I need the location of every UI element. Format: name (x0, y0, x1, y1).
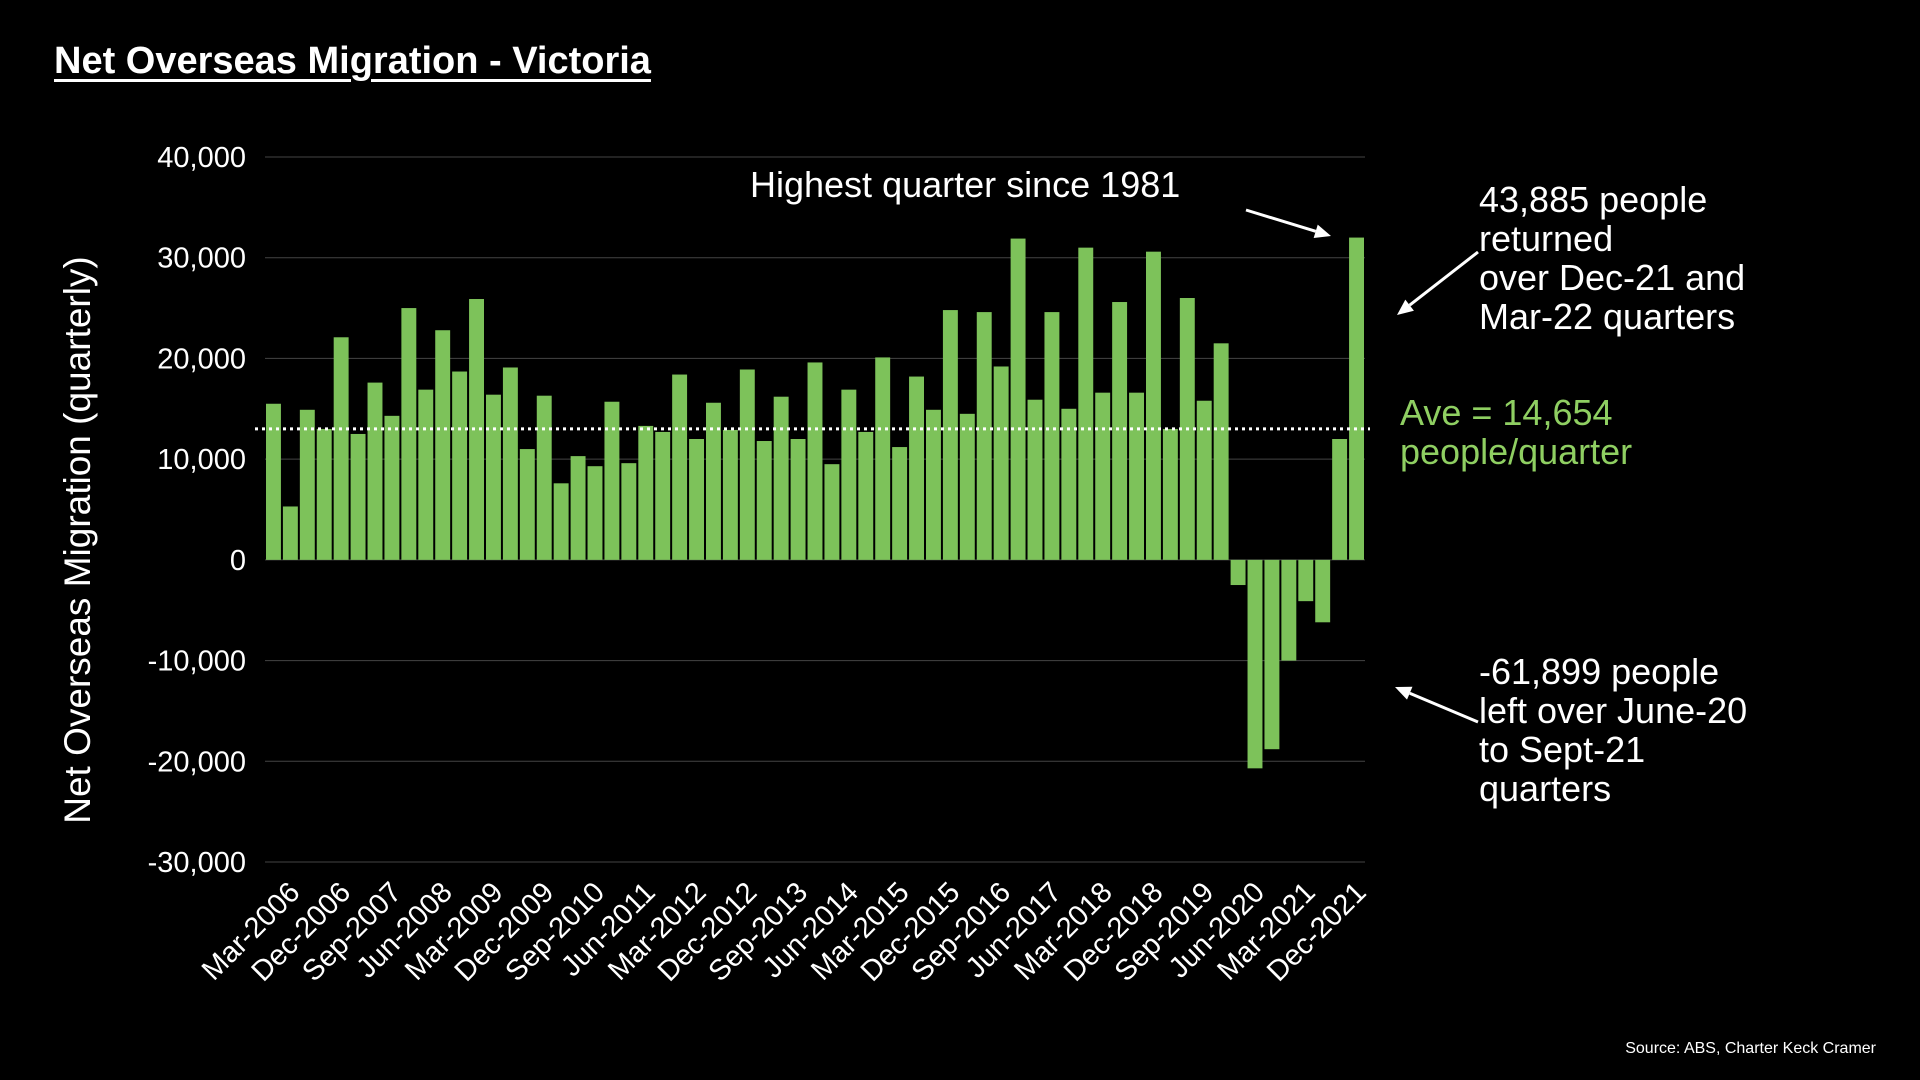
bar (1349, 237, 1364, 560)
bar (350, 433, 366, 560)
bar (333, 337, 349, 560)
bar (722, 429, 738, 560)
bar (807, 362, 823, 560)
y-tick-label: -10,000 (148, 646, 246, 678)
bar (858, 431, 874, 560)
bar (367, 382, 383, 560)
bars (266, 237, 1364, 769)
bar (299, 409, 315, 560)
y-tick-label: -30,000 (148, 847, 246, 879)
left-line-2: left over June-20 (1479, 690, 1748, 731)
left-line-1: -61,899 people (1479, 651, 1720, 692)
bar (976, 312, 992, 560)
bar (587, 466, 603, 560)
bar (1230, 559, 1246, 586)
returned-arrow (1397, 250, 1479, 315)
y-tick-label: 40,000 (157, 142, 246, 174)
bar (875, 357, 891, 560)
bar (1027, 399, 1043, 560)
bar (959, 413, 975, 560)
bar (841, 389, 857, 560)
bar (1112, 302, 1128, 560)
bar (1129, 392, 1144, 560)
annotation-arrows (1245, 208, 1479, 724)
bar (1247, 559, 1263, 769)
average-line-1: Ave = 14,654 (1400, 392, 1613, 433)
y-axis-label: Net Overseas Migration (quarterly) (57, 256, 98, 824)
bar (519, 449, 535, 560)
bar (621, 463, 637, 560)
bar (486, 394, 501, 560)
highest-arrow (1245, 208, 1331, 239)
bar (469, 299, 484, 560)
returned-annotation: 43,885 people returned over Dec-21 and M… (1479, 180, 1745, 336)
bar (1061, 408, 1077, 560)
bar (1213, 343, 1229, 560)
bar (1196, 400, 1212, 560)
bar (790, 439, 806, 560)
bar (1146, 251, 1161, 560)
bar (942, 310, 958, 560)
bar (553, 483, 569, 560)
bar (1162, 428, 1178, 560)
source-note: Source: ABS, Charter Keck Cramer (1625, 1040, 1876, 1057)
bar (604, 401, 620, 560)
bar (1315, 559, 1331, 623)
bar (316, 428, 332, 560)
highest-quarter-text: Highest quarter since 1981 (750, 164, 1181, 205)
bar (1264, 559, 1280, 750)
bar (655, 431, 671, 560)
bar (892, 447, 908, 560)
returned-line-4: Mar-22 quarters (1479, 296, 1736, 337)
bar (773, 396, 789, 560)
bar (418, 389, 434, 560)
bar (536, 395, 552, 560)
bar (926, 409, 941, 560)
bar (739, 369, 755, 560)
y-tick-label: 30,000 (157, 243, 246, 275)
bar (689, 439, 704, 560)
bar (282, 506, 298, 560)
returned-line-1: 43,885 people (1479, 179, 1708, 220)
x-axis-ticks: Mar-2006Dec-2006Sep-2007Jun-2008Mar-2009… (196, 876, 1373, 988)
bar (570, 456, 586, 560)
bar (824, 464, 840, 560)
average-line-2: people/quarter (1400, 431, 1633, 472)
highest-quarter-annotation: Highest quarter since 1981 (750, 165, 1180, 204)
bar (1332, 439, 1348, 560)
y-tick-label: 0 (230, 545, 246, 577)
bar (672, 374, 688, 560)
bar (1281, 559, 1297, 661)
y-tick-label: -20,000 (148, 746, 246, 778)
bar (1044, 312, 1060, 560)
bar (1010, 238, 1026, 560)
bar (266, 403, 281, 560)
bar (706, 402, 721, 560)
bar (638, 425, 654, 560)
left-line-4: quarters (1479, 768, 1612, 809)
bar (1095, 392, 1111, 560)
bar (502, 367, 518, 560)
returned-line-3: over Dec-21 and (1479, 257, 1746, 298)
bar (384, 415, 400, 560)
y-tick-label: 20,000 (157, 343, 246, 375)
bar (1078, 247, 1094, 560)
bar (1298, 559, 1314, 602)
bar (452, 371, 468, 560)
left-arrow (1395, 686, 1479, 724)
bar (909, 376, 924, 560)
bar (401, 308, 417, 560)
average-annotation: Ave = 14,654 people/quarter (1400, 393, 1632, 471)
y-axis-ticks: 40,000 30,000 20,000 10,000 0 -10,000 -20,000 -… (148, 142, 246, 879)
returned-line-2: returned (1479, 218, 1614, 259)
bar (756, 441, 772, 560)
left-line-3: to Sept-21 (1479, 729, 1646, 770)
y-tick-label: 10,000 (157, 444, 246, 476)
chart-title: Net Overseas Migration - Victoria (54, 40, 651, 82)
left-annotation: -61,899 people left over June-20 to Sept… (1479, 652, 1747, 808)
bar (993, 366, 1009, 560)
bar (435, 330, 451, 560)
